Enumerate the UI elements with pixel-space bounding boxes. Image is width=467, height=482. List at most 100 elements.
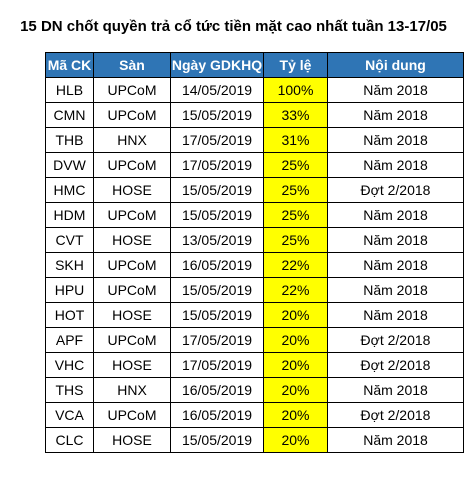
header-rate: Tỷ lệ [263,52,328,78]
cell-exchange: UPCoM [93,77,171,103]
cell-ticker: CMN [45,102,94,128]
table-row: THS HNX 16/05/2019 20% Năm 2018 [45,377,464,403]
cell-exchange: UPCoM [93,102,171,128]
cell-exchange: HOSE [93,227,171,253]
table-row: HLB UPCoM 14/05/2019 100% Năm 2018 [45,77,464,103]
cell-rate: 25% [263,227,328,253]
table-row: SKH UPCoM 16/05/2019 22% Năm 2018 [45,252,464,278]
table-row: HPU UPCoM 15/05/2019 22% Năm 2018 [45,277,464,303]
cell-content: Năm 2018 [327,302,464,328]
cell-ex-date: 17/05/2019 [170,352,264,378]
cell-rate: 100% [263,77,328,103]
cell-ex-date: 15/05/2019 [170,177,264,203]
cell-ex-date: 17/05/2019 [170,127,264,153]
cell-rate: 20% [263,377,328,403]
header-ex-date: Ngày GDKHQ [170,52,264,78]
cell-rate: 20% [263,402,328,428]
cell-exchange: UPCoM [93,327,171,353]
cell-ex-date: 15/05/2019 [170,202,264,228]
cell-ex-date: 15/05/2019 [170,427,264,453]
cell-ticker: VCA [45,402,94,428]
cell-rate: 31% [263,127,328,153]
table-row: APF UPCoM 17/05/2019 20% Đợt 2/2018 [45,327,464,353]
cell-exchange: HOSE [93,427,171,453]
table-row: CVT HOSE 13/05/2019 25% Năm 2018 [45,227,464,253]
cell-ticker: APF [45,327,94,353]
cell-ex-date: 15/05/2019 [170,277,264,303]
cell-exchange: UPCoM [93,252,171,278]
dividend-table: Mã CK Sàn Ngày GDKHQ Tỷ lệ Nội dung HLB U… [45,52,464,453]
table-header: Mã CK Sàn Ngày GDKHQ Tỷ lệ Nội dung [45,52,464,78]
table-row: HMC HOSE 15/05/2019 25% Đợt 2/2018 [45,177,464,203]
header-row: Mã CK Sàn Ngày GDKHQ Tỷ lệ Nội dung [45,52,464,78]
cell-content: Năm 2018 [327,252,464,278]
cell-ticker: VHC [45,352,94,378]
cell-ticker: CLC [45,427,94,453]
cell-ticker: HOT [45,302,94,328]
table-row: HDM UPCoM 15/05/2019 25% Năm 2018 [45,202,464,228]
cell-rate: 20% [263,327,328,353]
cell-rate: 22% [263,252,328,278]
cell-ticker: THS [45,377,94,403]
cell-ticker: SKH [45,252,94,278]
table-row: CMN UPCoM 15/05/2019 33% Năm 2018 [45,102,464,128]
table-row: HOT HOSE 15/05/2019 20% Năm 2018 [45,302,464,328]
cell-content: Đợt 2/2018 [327,352,464,378]
cell-ticker: HLB [45,77,94,103]
cell-rate: 25% [263,152,328,178]
table-row: VCA UPCoM 16/05/2019 20% Đợt 2/2018 [45,402,464,428]
table-row: CLC HOSE 15/05/2019 20% Năm 2018 [45,427,464,453]
cell-rate: 20% [263,302,328,328]
cell-exchange: HNX [93,127,171,153]
header-content: Nội dung [327,52,464,78]
cell-ex-date: 16/05/2019 [170,377,264,403]
cell-ticker: CVT [45,227,94,253]
cell-content: Năm 2018 [327,77,464,103]
cell-rate: 33% [263,102,328,128]
page-title: 15 DN chốt quyền trả cổ tức tiền mặt cao… [20,18,447,35]
cell-ex-date: 16/05/2019 [170,402,264,428]
cell-ex-date: 13/05/2019 [170,227,264,253]
cell-content: Năm 2018 [327,377,464,403]
cell-rate: 22% [263,277,328,303]
cell-ticker: THB [45,127,94,153]
cell-content: Đợt 2/2018 [327,402,464,428]
cell-exchange: UPCoM [93,202,171,228]
cell-ex-date: 16/05/2019 [170,252,264,278]
cell-rate: 25% [263,177,328,203]
header-exchange: Sàn [93,52,171,78]
cell-ex-date: 15/05/2019 [170,302,264,328]
cell-content: Năm 2018 [327,127,464,153]
cell-ticker: HDM [45,202,94,228]
cell-rate: 20% [263,352,328,378]
table-row: VHC HOSE 17/05/2019 20% Đợt 2/2018 [45,352,464,378]
cell-ex-date: 14/05/2019 [170,77,264,103]
cell-content: Đợt 2/2018 [327,177,464,203]
cell-exchange: HOSE [93,177,171,203]
cell-exchange: HNX [93,377,171,403]
cell-ex-date: 17/05/2019 [170,152,264,178]
cell-exchange: HOSE [93,302,171,328]
cell-content: Năm 2018 [327,277,464,303]
cell-ticker: DVW [45,152,94,178]
cell-content: Năm 2018 [327,227,464,253]
cell-rate: 20% [263,427,328,453]
cell-rate: 25% [263,202,328,228]
header-ticker: Mã CK [45,52,94,78]
cell-ex-date: 17/05/2019 [170,327,264,353]
table-body: HLB UPCoM 14/05/2019 100% Năm 2018 CMN UPCoM 15… [45,77,464,453]
cell-content: Năm 2018 [327,102,464,128]
cell-content: Đợt 2/2018 [327,327,464,353]
cell-content: Năm 2018 [327,152,464,178]
table-row: THB HNX 17/05/2019 31% Năm 2018 [45,127,464,153]
cell-exchange: HOSE [93,352,171,378]
cell-exchange: UPCoM [93,402,171,428]
cell-exchange: UPCoM [93,152,171,178]
cell-content: Năm 2018 [327,202,464,228]
cell-exchange: UPCoM [93,277,171,303]
cell-ticker: HPU [45,277,94,303]
cell-content: Năm 2018 [327,427,464,453]
cell-ticker: HMC [45,177,94,203]
table-row: DVW UPCoM 17/05/2019 25% Năm 2018 [45,152,464,178]
cell-ex-date: 15/05/2019 [170,102,264,128]
